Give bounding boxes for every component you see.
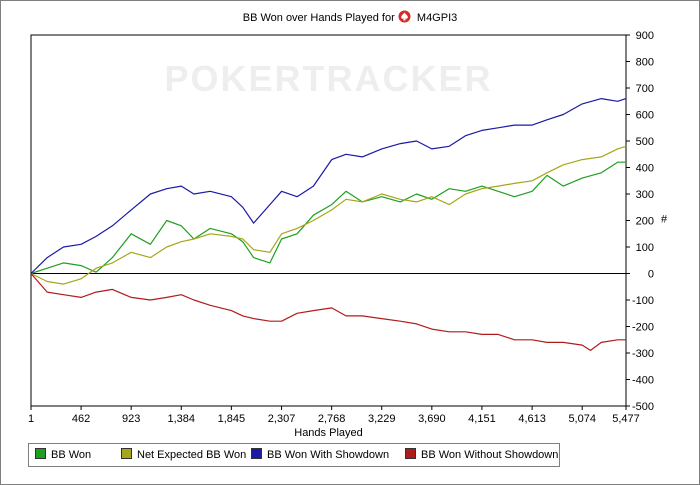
y-tick-label: 400 [636,163,654,175]
x-tick-label: 1 [28,413,34,425]
x-tick-label: 1,384 [168,413,196,425]
watermark-text: POKERTRACKER [164,58,492,99]
legend-label-bb-won: BB Won [51,449,92,461]
legend-item-net-expected: Net Expected BB Won [121,448,246,462]
axes [30,34,630,410]
y-tick-label: 500 [636,136,654,148]
x-tick-label: 4,613 [518,413,546,425]
x-axis-label: Hands Played [294,427,363,439]
player-name: M4GPI3 [416,12,458,24]
legend-swatch-with-showdown [251,448,262,459]
x-tick-label: 3,690 [418,413,446,425]
watermark: POKERTRACKER [164,58,492,99]
legend-swatch-without-showdown [405,448,416,459]
series-lines [30,97,627,351]
y-tick-label: 100 [636,242,654,254]
legend-item-without-showdown: BB Won Without Showdown [405,448,558,462]
y-tick-label: -200 [632,322,654,334]
y-tick-label: 0 [648,269,654,281]
x-tick-label: 2,307 [268,413,296,425]
legend-label-with-showdown: BB Won With Showdown [267,449,390,461]
x-tick-label: 4,151 [468,413,496,425]
y-tick-label: 800 [636,57,654,69]
legend-swatch-bb-won [35,448,46,459]
x-tick-label: 5,074 [568,413,596,425]
poker-spade-logo-icon [398,10,411,23]
series-line-net-expected [30,145,627,285]
x-tick-label: 3,229 [368,413,396,425]
x-tick-label: 923 [122,413,140,425]
y-tick-label: 300 [636,189,654,201]
chart-legend: BB Won Net Expected BB Won BB Won With S… [28,443,560,467]
y-tick-label: 900 [636,30,654,42]
y-tick-label: -500 [632,401,654,413]
x-tick-label: 462 [72,413,90,425]
x-tick-label: 2,768 [318,413,346,425]
legend-swatch-net-expected [121,448,132,459]
legend-label-without-showdown: BB Won Without Showdown [421,449,559,461]
chart-title: BB Won over Hands Played for M4GPI3 [0,10,700,24]
title-prefix: BB Won over Hands Played for [242,12,395,24]
tick-labels: 900 800 700 600 500 400 300 200 100 0 -100 -200 -300… [28,30,668,439]
legend-item-with-showdown: BB Won With Showdown [251,448,389,462]
y-tick-label: 700 [636,83,654,95]
y-tick-label: 600 [636,110,654,122]
line-chart: POKERTRACKER 900 800 700 600 500 400 300 200 100… [28,30,668,439]
x-tick-label: 5,477 [612,413,640,425]
series-line-with-showdown [30,97,627,274]
legend-item-bb-won: BB Won [35,448,91,462]
y-tick-label: 200 [636,216,654,228]
x-tick-label: 1,845 [218,413,246,425]
series-line-bb-won [30,161,626,275]
y-tick-label: -300 [632,348,654,360]
y-tick-label: -100 [632,295,654,307]
legend-label-net-expected: Net Expected BB Won [137,449,247,461]
y-tick-label: -400 [632,375,654,387]
series-line-without-showdown [30,273,626,351]
y-axis-unit-label: # [661,214,668,226]
